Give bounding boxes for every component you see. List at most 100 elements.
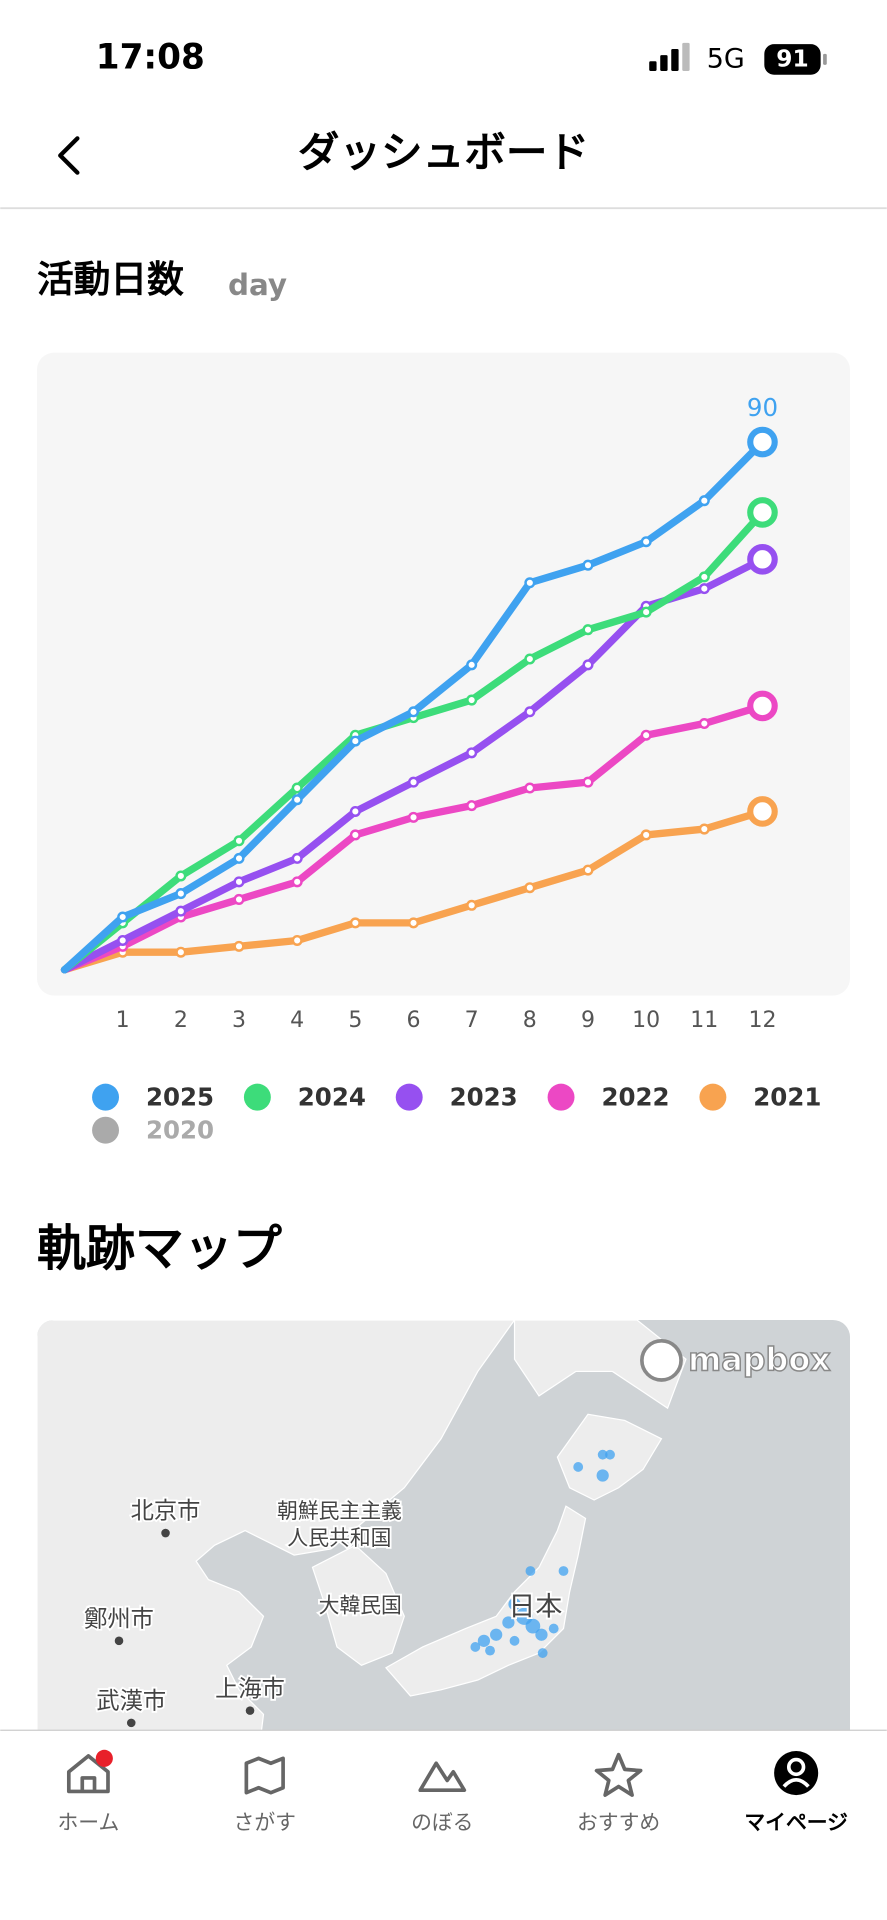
point [407, 706, 420, 718]
notification-dot [95, 1749, 113, 1767]
nav-icon-mypage-head [786, 1757, 806, 1777]
point [233, 852, 245, 864]
status-battery: 91 [776, 46, 808, 73]
point [747, 426, 778, 458]
point [349, 805, 361, 817]
point [291, 782, 303, 794]
legend-label: 2020 [146, 1115, 214, 1144]
legend-item[interactable]: 2022 [547, 1082, 670, 1111]
legend-label: 2024 [298, 1082, 366, 1111]
point [698, 571, 710, 583]
point [291, 852, 303, 864]
x-tick-label: 10 [632, 1008, 660, 1033]
battery-tip [823, 53, 827, 65]
point [524, 577, 536, 589]
nav-icon-climb[interactable] [418, 1761, 467, 1793]
point [698, 717, 710, 730]
track-points [470, 1449, 615, 1658]
point [640, 536, 652, 548]
x-tick-label: 9 [581, 1008, 595, 1033]
map-label: 武漢市 [96, 1688, 166, 1715]
battery-icon [764, 44, 821, 75]
map-land [384, 1505, 587, 1697]
map-land [513, 1320, 687, 1410]
back-button[interactable] [58, 136, 80, 175]
signal-icon [649, 42, 690, 72]
point [175, 888, 187, 900]
legend: 2025 2024 2023 2022 2021 2020 [92, 1082, 821, 1144]
point [407, 811, 420, 823]
point [747, 544, 778, 575]
point [175, 946, 187, 958]
point [698, 823, 710, 835]
series [60, 690, 778, 974]
point [117, 934, 129, 946]
point [407, 776, 420, 788]
point [747, 796, 778, 827]
series: 90 [60, 393, 778, 974]
point [524, 706, 536, 718]
point [640, 829, 652, 841]
nav-label[interactable]: ホーム [58, 1810, 120, 1834]
point [349, 829, 361, 841]
legend-label: 2023 [450, 1082, 518, 1111]
series [60, 796, 778, 974]
nav-icon-star[interactable] [594, 1752, 643, 1797]
legend-item[interactable]: 2024 [243, 1082, 366, 1111]
point [291, 876, 303, 888]
x-tick-label: 2 [174, 1008, 188, 1033]
nav-icon-search[interactable] [244, 1756, 285, 1795]
point [524, 782, 536, 794]
mapbox-logo [640, 1338, 683, 1382]
x-tick-label: 4 [290, 1008, 304, 1033]
map-label: 北京市 [131, 1498, 201, 1525]
map-label: 日本 [508, 1591, 562, 1622]
data-label: 90 [747, 393, 778, 422]
section-title: 活動日数 [37, 258, 184, 301]
legend-swatch [395, 1083, 423, 1111]
legend-item[interactable]: 2020 [92, 1115, 214, 1144]
point [407, 917, 420, 929]
x-tick-label: 8 [523, 1008, 537, 1033]
legend-swatch [699, 1083, 727, 1111]
legend-swatch [243, 1083, 271, 1111]
point [233, 940, 245, 952]
point [582, 624, 594, 636]
nav-label[interactable]: のぼる [411, 1810, 473, 1834]
legend-item[interactable]: 2025 [92, 1082, 214, 1111]
point [233, 876, 245, 888]
legend-item[interactable]: 2023 [395, 1082, 518, 1111]
legend-label: 2025 [146, 1082, 214, 1111]
point [466, 899, 478, 911]
legend-label: 2022 [601, 1082, 669, 1111]
status-network: 5G [707, 44, 745, 75]
point [175, 905, 187, 917]
x-tick-label: 5 [348, 1008, 362, 1033]
x-tick-label: 11 [690, 1008, 718, 1033]
map-label: 人民共和国 [287, 1526, 391, 1550]
map: 北京市 朝鮮民主主義 人民共和国 大韓民国 鄭州市 武漢市 上海市 日本 map… [36, 1320, 851, 1761]
x-tick-label: 7 [465, 1008, 479, 1033]
point [233, 835, 245, 847]
map-label: 朝鮮民主主義 [277, 1499, 402, 1523]
point [747, 497, 778, 528]
point [291, 934, 303, 946]
status-time: 17:08 [96, 37, 205, 77]
point [117, 911, 129, 923]
map-label: 上海市 [215, 1675, 285, 1702]
map-attribution[interactable]: mapbox [687, 1340, 832, 1379]
point [640, 729, 652, 741]
point [698, 495, 710, 507]
nav-label[interactable]: さがす [234, 1810, 296, 1834]
point [349, 917, 361, 929]
point [640, 606, 652, 618]
nav-icon-mypage-body [782, 1777, 810, 1788]
nav-label[interactable]: おすすめ [577, 1810, 660, 1834]
nav-label[interactable]: マイページ [744, 1810, 848, 1834]
map-label: 鄭州市 [84, 1606, 154, 1633]
x-tick-label: 6 [406, 1008, 420, 1033]
legend-item[interactable]: 2021 [699, 1082, 821, 1111]
